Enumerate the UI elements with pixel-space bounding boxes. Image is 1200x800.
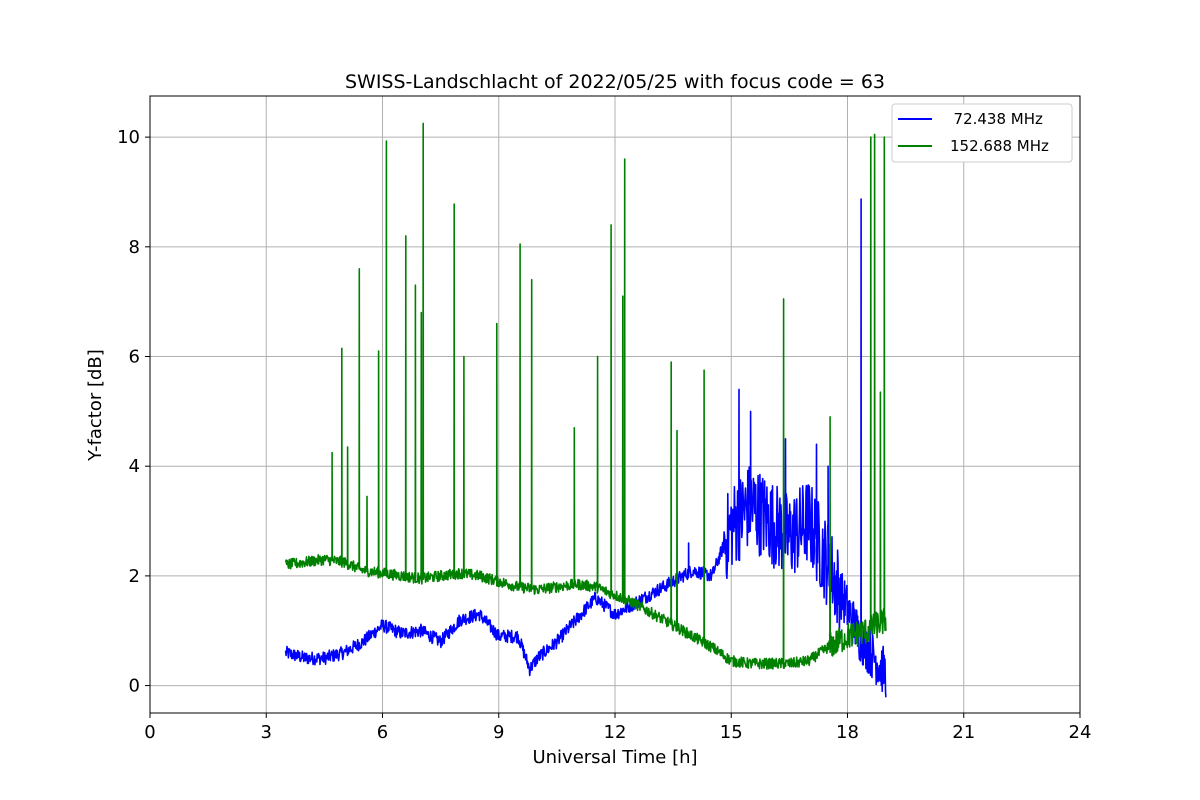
x-tick-label: 21	[952, 722, 975, 743]
x-tick-label: 0	[144, 722, 155, 743]
x-tick-label: 24	[1069, 722, 1092, 743]
chart-title: SWISS-Landschlacht of 2022/05/25 with fo…	[345, 71, 885, 93]
x-tick-label: 3	[261, 722, 272, 743]
y-tick-label: 2	[129, 566, 140, 587]
x-axis-label: Universal Time [h]	[532, 747, 697, 768]
series-layer	[284, 122, 887, 698]
y-tick-label: 0	[129, 676, 140, 697]
legend-label-series-2: 152.688 MHz	[950, 137, 1049, 155]
legend-box	[891, 103, 1073, 163]
legend-label-series-1: 72.438 MHz	[944, 110, 1043, 128]
x-tick-label: 6	[377, 722, 388, 743]
legend: 72.438 MHz 152.688 MHz	[891, 103, 1073, 163]
x-tick-label: 18	[836, 722, 859, 743]
y-tick-label: 10	[117, 127, 140, 148]
y-tick-label: 6	[129, 347, 140, 368]
x-tick-label: 15	[720, 722, 743, 743]
y-tick-label: 8	[129, 237, 140, 258]
x-tick-label: 12	[604, 722, 627, 743]
x-tick-label: 9	[493, 722, 504, 743]
series-line-1	[284, 198, 887, 698]
y-tick-label: 4	[129, 456, 140, 477]
y-axis-label: Y-factor [dB]	[85, 349, 106, 462]
series-line-2	[284, 122, 887, 670]
